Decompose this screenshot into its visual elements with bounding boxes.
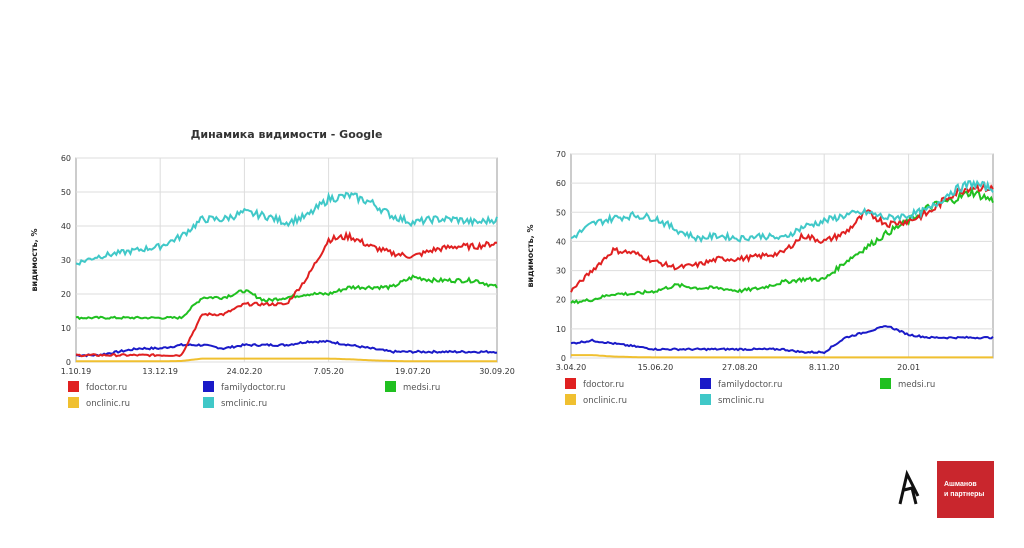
legend-swatch xyxy=(385,381,396,392)
legend-label: smclinic.ru xyxy=(221,399,267,409)
legend-swatch xyxy=(203,397,214,408)
series-line-onclinic-ru xyxy=(76,357,497,363)
legend-label: familydoctor.ru xyxy=(221,383,285,393)
legend-label: onclinic.ru xyxy=(86,399,130,409)
y-tick-label: 40 xyxy=(61,222,71,231)
x-tick-label: 30.09.20 xyxy=(479,367,515,376)
x-tick-label: 15.06.20 xyxy=(638,363,674,372)
y-tick-label: 10 xyxy=(61,324,71,333)
y-tick-label: 40 xyxy=(556,237,566,246)
y-tick-label: 20 xyxy=(61,290,71,299)
chart-title: Динамика видимости - Google xyxy=(191,128,383,141)
legend-swatch xyxy=(700,394,711,405)
x-tick-label: 13.12.19 xyxy=(142,367,178,376)
legend-swatch xyxy=(700,378,711,389)
y-tick-label: 50 xyxy=(61,188,71,197)
series-line-fdoctor-ru xyxy=(75,230,498,358)
series-line-smclinic-ru xyxy=(75,191,498,266)
x-tick-label: 19.07.20 xyxy=(395,367,431,376)
legend-label: familydoctor.ru xyxy=(718,380,782,390)
series-line-onclinic-ru xyxy=(571,354,993,359)
y-tick-label: 30 xyxy=(556,267,566,276)
series-line-fdoctor-ru xyxy=(570,180,994,293)
y-tick-label: 50 xyxy=(556,208,566,217)
x-tick-label: 27.08.20 xyxy=(722,363,758,372)
legend-label: smclinic.ru xyxy=(718,396,764,406)
x-tick-label: 1.10.19 xyxy=(61,367,92,376)
legend-swatch xyxy=(203,381,214,392)
logo-arrow-icon xyxy=(898,469,920,505)
y-tick-label: 60 xyxy=(556,179,566,188)
legend-label: onclinic.ru xyxy=(583,396,627,406)
x-tick-label: 3.04.20 xyxy=(556,363,587,372)
series-line-smclinic-ru xyxy=(570,179,994,244)
y-tick-label: 70 xyxy=(556,150,566,159)
logo-line1: Ашманов xyxy=(944,481,977,488)
legend-label: fdoctor.ru xyxy=(86,383,127,393)
legend-label: medsi.ru xyxy=(403,383,440,393)
x-tick-label: 20.01 xyxy=(897,363,920,372)
legend-swatch xyxy=(68,381,79,392)
x-tick-label: 7.05.20 xyxy=(313,367,344,376)
logo-line2: и партнеры xyxy=(944,491,985,498)
series-line-familydoctor-ru xyxy=(570,325,994,355)
legend-swatch xyxy=(565,394,576,405)
y-axis-label: видимость, % xyxy=(30,228,39,291)
y-axis-label: видимость, % xyxy=(526,224,535,287)
y-tick-label: 10 xyxy=(556,325,566,334)
x-tick-label: 8.11.20 xyxy=(809,363,840,372)
company-logo: Ашманов и партнеры xyxy=(937,461,994,518)
y-tick-label: 20 xyxy=(556,296,566,305)
legend-swatch xyxy=(880,378,891,389)
legend-label: medsi.ru xyxy=(898,380,935,390)
y-tick-label: 0 xyxy=(561,354,566,363)
series-line-medsi-ru xyxy=(75,274,498,321)
legend-swatch xyxy=(68,397,79,408)
plot-area xyxy=(570,153,994,359)
y-tick-label: 30 xyxy=(61,256,71,265)
legend-swatch xyxy=(565,378,576,389)
y-tick-label: 60 xyxy=(61,154,71,163)
x-tick-label: 24.02.20 xyxy=(227,367,263,376)
y-tick-label: 0 xyxy=(66,358,71,367)
series-line-familydoctor-ru xyxy=(75,339,498,358)
legend-label: fdoctor.ru xyxy=(583,380,624,390)
